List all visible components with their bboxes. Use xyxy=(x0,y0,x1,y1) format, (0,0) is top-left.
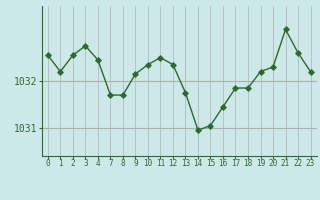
Point xyxy=(220,105,226,108)
Point xyxy=(196,129,201,132)
Point xyxy=(158,56,163,59)
Point xyxy=(120,93,125,97)
Point xyxy=(295,51,300,54)
Point xyxy=(170,63,175,66)
Point xyxy=(258,70,263,73)
Point xyxy=(95,58,100,62)
Text: Graphe pression niveau de la mer (hPa): Graphe pression niveau de la mer (hPa) xyxy=(41,186,279,196)
Point xyxy=(133,72,138,76)
Point xyxy=(70,54,76,57)
Point xyxy=(283,28,288,31)
Point xyxy=(183,91,188,94)
Point xyxy=(58,70,63,73)
Point xyxy=(308,70,313,73)
Point xyxy=(45,54,51,57)
Point xyxy=(233,86,238,90)
Point xyxy=(270,65,276,69)
Point xyxy=(108,93,113,97)
Point xyxy=(83,44,88,47)
Point xyxy=(208,124,213,127)
Point xyxy=(245,86,251,90)
Point xyxy=(145,63,150,66)
